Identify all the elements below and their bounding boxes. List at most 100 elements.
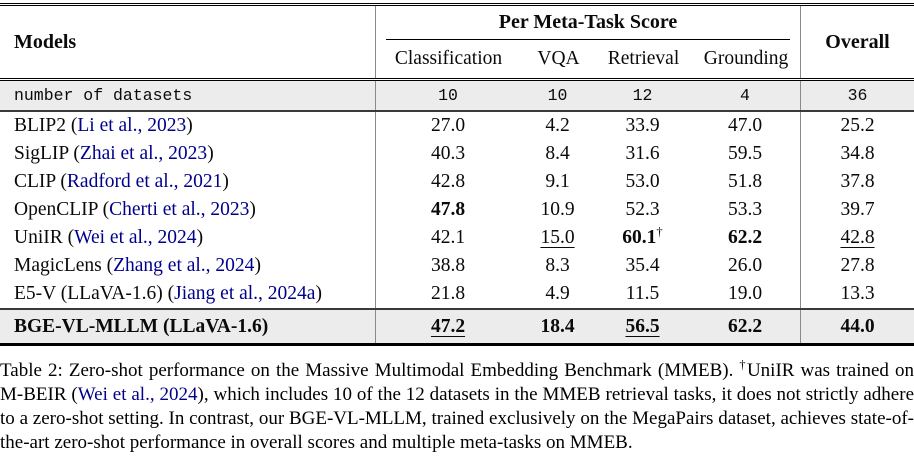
model-label: MagicLens ( — [14, 255, 114, 276]
model-name: UniIR (Wei et al., 2024) — [0, 227, 375, 249]
model-name: BGE-VL-MLLM (LLaVA-1.6) — [0, 316, 375, 338]
score-overall: 25.2 — [800, 112, 914, 140]
model-label-suffix: ) — [207, 143, 214, 164]
model-name: MagicLens (Zhang et al., 2024) — [0, 255, 375, 277]
model-label-suffix: ) — [186, 115, 193, 136]
score-grounding: 19.0 — [727, 283, 763, 304]
section-rule — [0, 308, 914, 310]
score-classification: 38.8 — [375, 252, 520, 280]
citation-link[interactable]: Zhai et al., 2023 — [79, 143, 208, 164]
score-vqa: 15.0 — [520, 227, 595, 249]
best-score: 47.8 — [430, 199, 466, 220]
score-overall: 42.8 — [800, 224, 914, 252]
score-grounding: 59.5 — [727, 143, 763, 164]
meta-task-cmidrule — [386, 39, 790, 40]
model-name: CLIP (Radford et al., 2021) — [0, 171, 375, 193]
datasets-count-grounding: 4 — [740, 86, 750, 105]
citation-link[interactable]: Wei et al., 2024 — [74, 227, 197, 248]
top-rule — [0, 3, 914, 6]
meta-task-subcolumns: Classification VQA Retrieval Grounding — [376, 40, 800, 78]
best-score: 44.0 — [840, 315, 875, 337]
model-label-suffix: ) — [315, 283, 322, 304]
score-vqa: 10.9 — [540, 199, 575, 220]
datasets-count-row: number of datasets 10 10 12 4 36 — [0, 81, 914, 110]
caption-citation-link[interactable]: Wei et al., 2024 — [77, 384, 198, 405]
second-best-score: 15.0 — [540, 227, 575, 248]
citation-link[interactable]: Cherti et al., 2023 — [109, 199, 250, 220]
model-label: CLIP ( — [14, 171, 67, 192]
score-retrieval: 53.0 — [625, 171, 660, 192]
section-rule — [0, 110, 914, 112]
score-classification: 40.3 — [375, 140, 520, 168]
model-label-suffix: ) — [222, 171, 229, 192]
score-vqa: 4.2 — [545, 115, 570, 136]
model-label-suffix: ) — [254, 255, 261, 276]
score-classification: 42.8 — [375, 168, 520, 196]
score-grounding: 26.0 — [727, 255, 763, 276]
column-header-grounding: Grounding — [703, 48, 789, 69]
score-classification: 47.2 — [375, 310, 520, 343]
model-label-suffix: ) — [249, 199, 256, 220]
score-vqa: 4.9 — [545, 283, 570, 304]
caption-text: ), which includes 10 of the 12 datasets … — [0, 384, 914, 453]
model-name: SigLIP (Zhai et al., 2023) — [0, 143, 375, 165]
model-name: E5-V (LLaVA-1.6) (Jiang et al., 2024a) — [0, 283, 375, 305]
score-retrieval: 52.3 — [625, 199, 660, 220]
model-label: BGE-VL-MLLM (LLaVA-1.6) — [14, 315, 269, 337]
caption-text: Table 2: Zero-shot performance on the Ma… — [0, 360, 740, 381]
table-row-blip2: BLIP2 (Li et al., 2023) 27.0 4.2 33.9 47… — [0, 112, 914, 140]
model-label: OpenCLIP ( — [14, 199, 110, 220]
datasets-count-retrieval: 12 — [632, 86, 653, 105]
table-row-e5v: E5-V (LLaVA-1.6) (Jiang et al., 2024a) 2… — [0, 280, 914, 308]
best-score: 18.4 — [540, 315, 575, 337]
datasets-count-overall: 36 — [800, 81, 914, 110]
score-classification: 47.8 — [375, 196, 520, 224]
model-name: BLIP2 (Li et al., 2023) — [0, 115, 375, 137]
overall-column-header: Overall — [800, 6, 914, 78]
score-overall: 44.0 — [800, 310, 914, 343]
score-classification: 42.1 — [375, 224, 520, 252]
score-grounding: 53.3 — [727, 199, 763, 220]
score-retrieval: 56.5 — [595, 316, 690, 338]
score-retrieval: 11.5 — [625, 283, 660, 304]
second-best-score: 56.5 — [625, 315, 660, 337]
second-best-score: 42.8 — [840, 227, 875, 248]
table-caption: Table 2: Zero-shot performance on the Ma… — [0, 357, 914, 455]
dagger-footnote-mark: † — [739, 357, 747, 372]
second-best-score: 47.2 — [430, 315, 466, 337]
datasets-count-vqa: 10 — [547, 86, 568, 105]
score-classification: 27.0 — [375, 112, 520, 140]
datasets-count-label: number of datasets — [14, 86, 193, 105]
score-grounding: 51.8 — [727, 171, 763, 192]
score-overall: 37.8 — [800, 168, 914, 196]
table-row-siglip: SigLIP (Zhai et al., 2023) 40.3 8.4 31.6… — [0, 140, 914, 168]
model-label-suffix: ) — [196, 227, 204, 248]
header-rule — [0, 78, 914, 81]
score-vqa: 18.4 — [520, 316, 595, 338]
results-table: Models Per Meta-Task Score Classificatio… — [0, 3, 914, 346]
citation-link[interactable]: Zhang et al., 2024 — [113, 255, 255, 276]
caption-text: UniIR was trained on M-BEIR ( — [0, 360, 914, 405]
best-score: 62.2 — [727, 227, 763, 248]
score-retrieval: 33.9 — [625, 115, 660, 136]
table-row-magiclens: MagicLens (Zhang et al., 2024) 38.8 8.3 … — [0, 252, 914, 280]
score-classification: 21.8 — [375, 280, 520, 308]
citation-link[interactable]: Jiang et al., 2024a — [174, 283, 316, 304]
citation-link[interactable]: Radford et al., 2021 — [66, 171, 223, 192]
column-header-vqa: VQA — [537, 48, 580, 69]
meta-task-group-title: Per Meta-Task Score — [498, 11, 678, 33]
table-row-bge-vl-mllm: BGE-VL-MLLM (LLaVA-1.6) 47.2 18.4 56.5 6… — [0, 310, 914, 343]
model-label: UniIR ( — [14, 227, 75, 248]
dagger-footnote-mark: † — [656, 224, 663, 239]
column-header-retrieval: Retrieval — [607, 48, 680, 69]
best-score: 60.1 — [622, 227, 657, 248]
score-grounding: 62.2 — [690, 316, 800, 338]
column-header-classification: Classification — [394, 48, 503, 69]
meta-task-group-header: Per Meta-Task Score Classification VQA R… — [375, 6, 800, 78]
score-overall: 27.8 — [800, 252, 914, 280]
citation-link[interactable]: Li et al., 2023 — [77, 115, 187, 136]
models-column-header: Models — [14, 30, 77, 53]
table-row-uniir: UniIR (Wei et al., 2024) 42.1 15.0 60.1†… — [0, 224, 914, 252]
model-label: E5-V (LLaVA-1.6) ( — [14, 283, 175, 304]
best-score: 62.2 — [727, 315, 763, 337]
